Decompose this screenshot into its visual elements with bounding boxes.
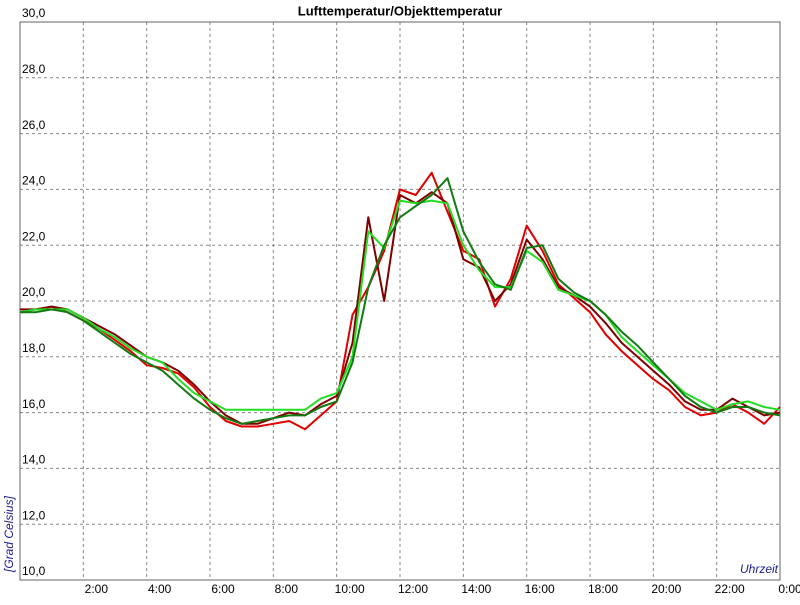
series-line	[19, 171, 781, 431]
y-tick-label: 12,0	[22, 508, 46, 522]
y-axis-title: [Grad Celsius]	[2, 495, 16, 573]
y-tick-label: 10,0	[22, 564, 46, 578]
x-tick-label: 10:00	[335, 582, 365, 596]
x-tick-label: 4:00	[148, 582, 172, 596]
y-tick-label: 22,0	[22, 229, 46, 243]
y-tick-label: 14,0	[22, 453, 46, 467]
y-tick-label: 16,0	[22, 397, 46, 411]
y-tick-label: 28,0	[22, 62, 46, 76]
x-axis-title: Uhrzeit	[740, 562, 779, 576]
plot-frame	[19, 21, 781, 581]
y-tick-label: 30,0	[22, 6, 46, 20]
y-tick-label: 24,0	[22, 174, 46, 188]
x-tick-label: 22:00	[715, 582, 745, 596]
y-tick-label: 26,0	[22, 118, 46, 132]
chart-title: Lufttemperatur/Objekttemperatur	[298, 3, 502, 18]
x-tick-label: 12:00	[398, 582, 428, 596]
x-tick-label: 14:00	[461, 582, 491, 596]
x-tick-label: 6:00	[211, 582, 235, 596]
y-tick-label: 18,0	[22, 341, 46, 355]
series-line	[19, 199, 781, 411]
series-line	[20, 177, 781, 425]
x-tick-label: 20:00	[651, 582, 681, 596]
x-tick-label: 2:00	[85, 582, 109, 596]
x-tick-label: 18:00	[588, 582, 618, 596]
y-tick-label: 20,0	[22, 285, 46, 299]
x-tick-label: 0:00	[778, 582, 800, 596]
x-tick-label: 8:00	[275, 582, 299, 596]
x-tick-label: 16:00	[525, 582, 555, 596]
